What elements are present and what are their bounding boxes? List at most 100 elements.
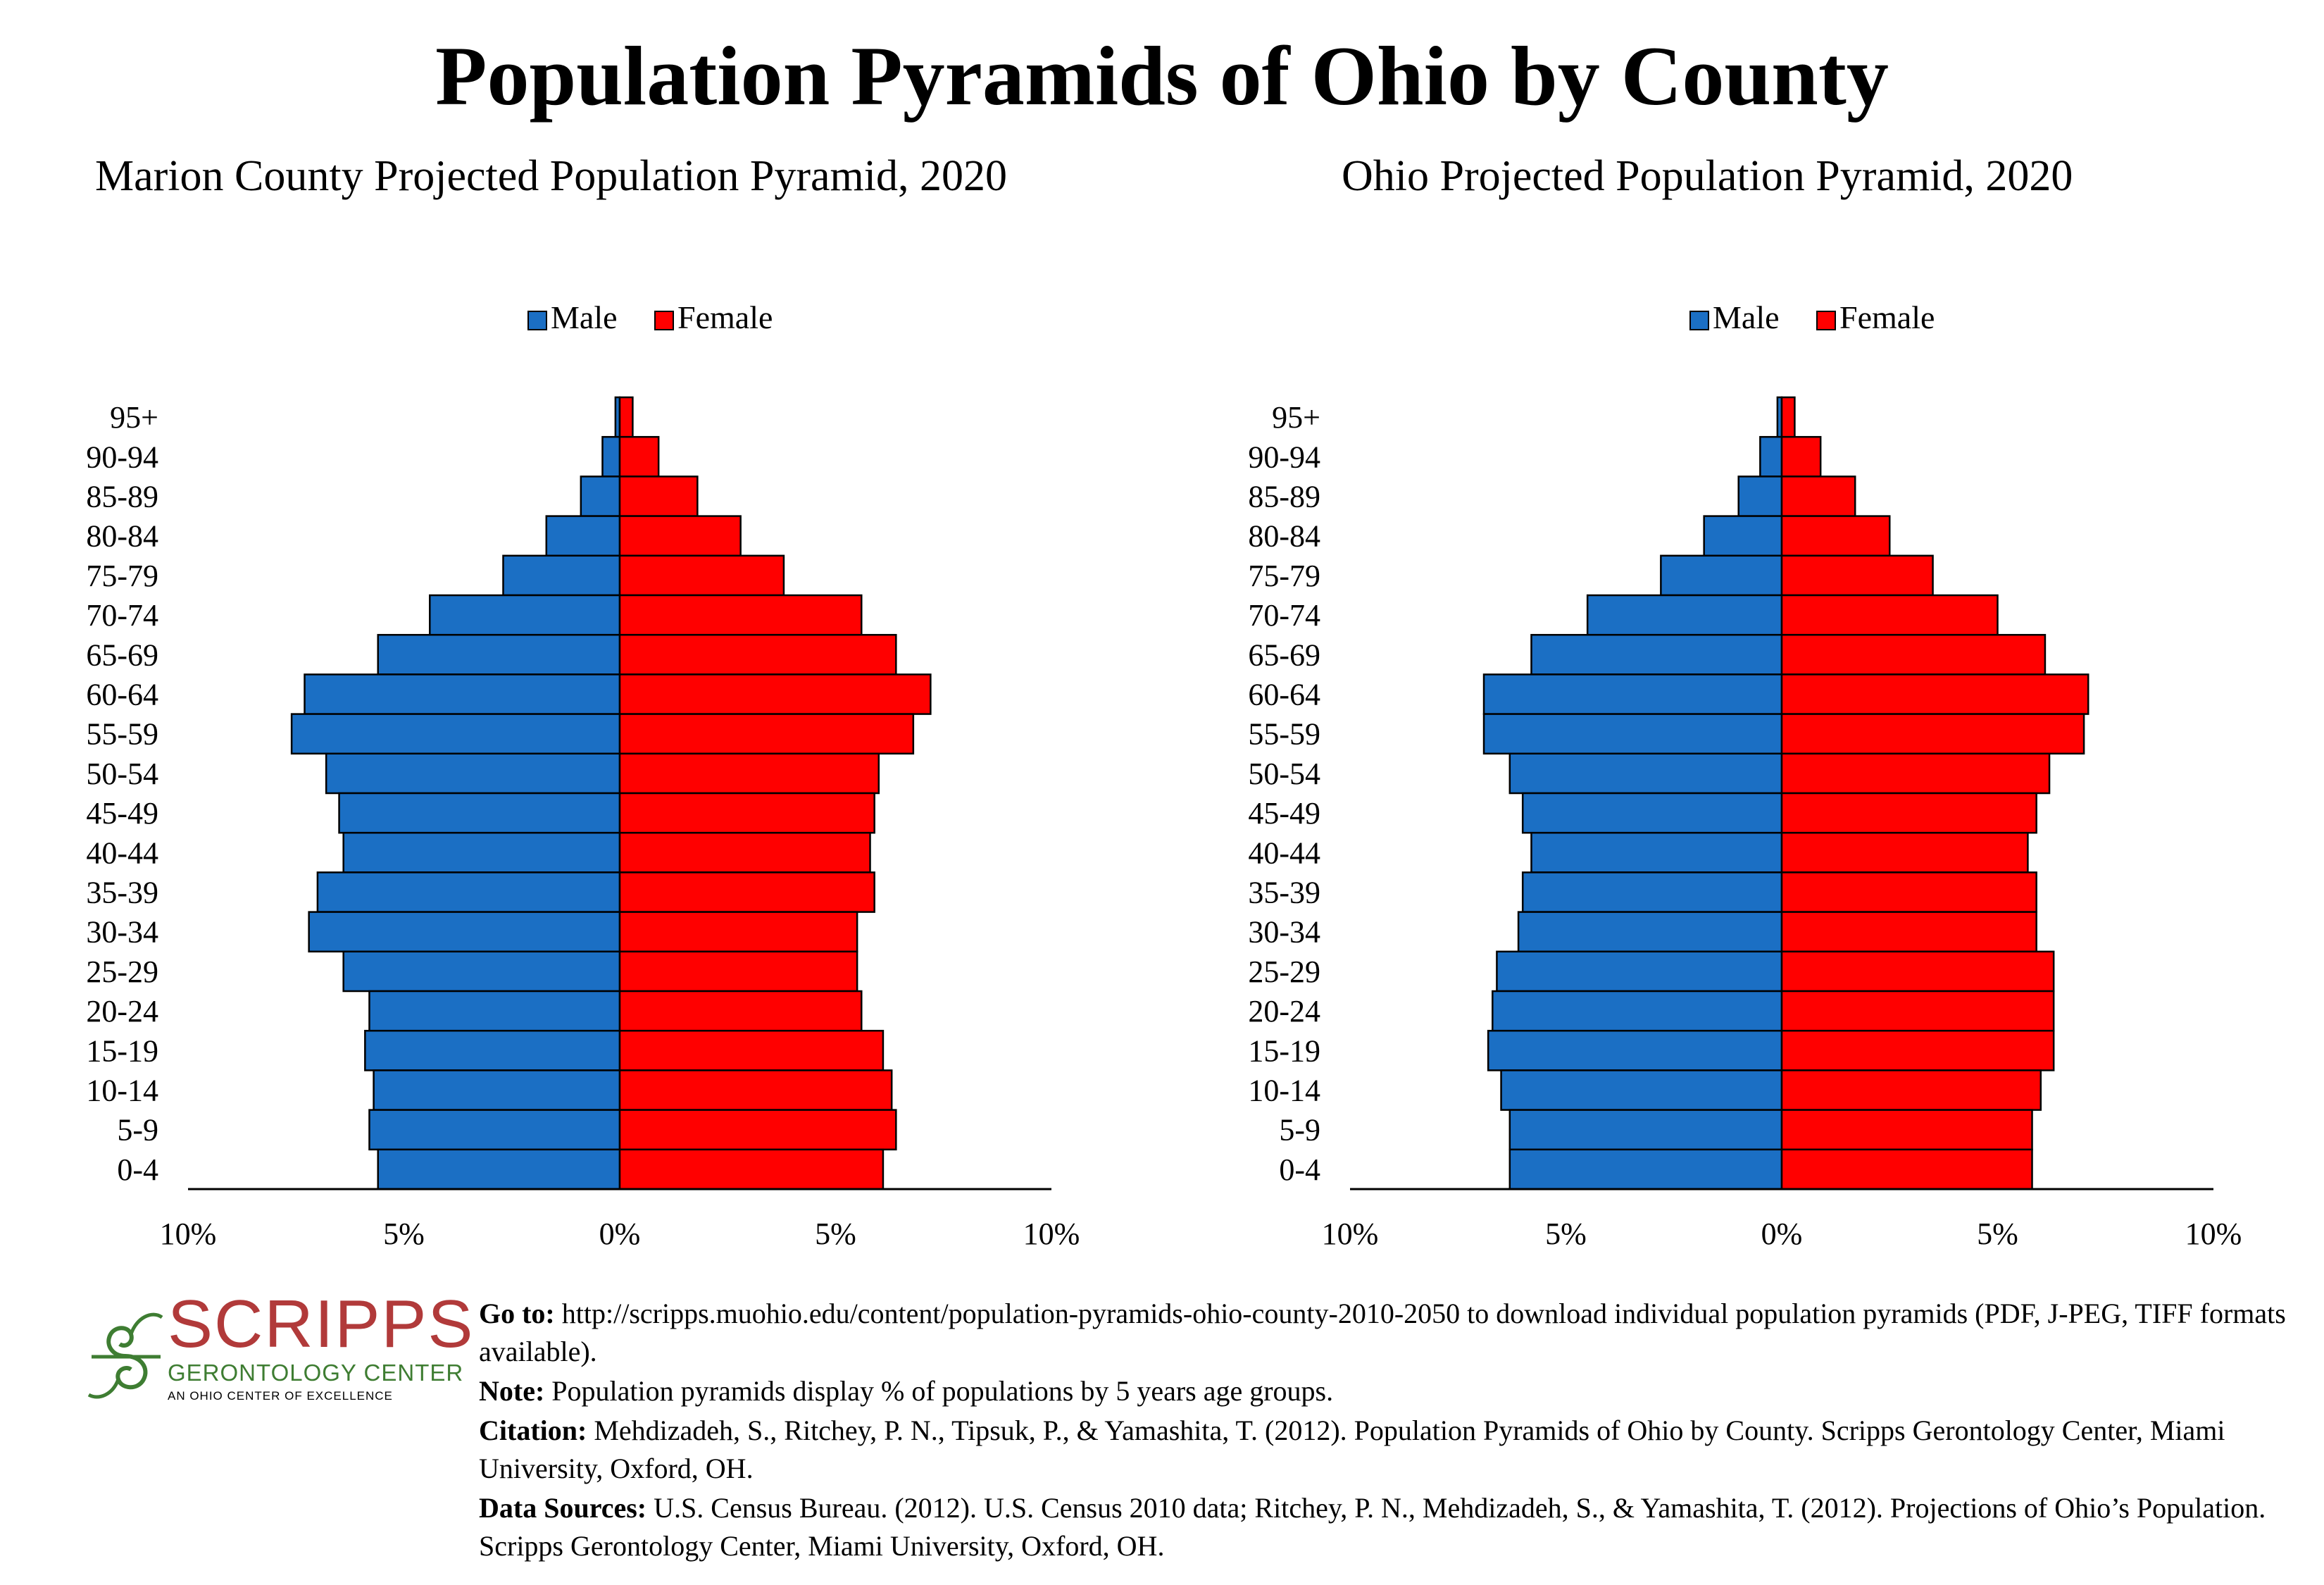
bar-female-75-79 [618,554,785,597]
age-label-20-24: 20-24 [86,994,158,1028]
note-citation: Citation: Mehdizadeh, S., Ritchey, P. N.… [479,1415,2225,1484]
page-title: Population Pyramids of Ohio by County [435,29,1889,123]
bar-male-90-94 [601,435,621,478]
bar-male-75-79 [1660,554,1783,597]
age-label-60-64: 60-64 [86,678,158,712]
bar-female-80-84 [618,515,742,557]
age-label-90-94: 90-94 [86,440,158,474]
age-label-85-89: 85-89 [1248,480,1320,514]
legend: Male Female [527,299,773,335]
bar-male-55-59 [290,713,621,755]
age-label-95+: 95+ [1272,400,1320,435]
bar-female-30-34 [618,911,858,953]
bar-male-30-34 [1517,911,1783,953]
legend-swatch-female [1816,311,1836,330]
bar-female-50-54 [618,752,880,795]
bar-female-65-69 [618,633,897,676]
bar-female-45-49 [618,792,875,834]
bar-male-65-69 [377,633,621,676]
age-label-0-4: 0-4 [117,1152,158,1187]
bar-female-40-44 [618,831,871,874]
bar-male-85-89 [580,476,621,517]
age-label-75-79: 75-79 [86,559,158,593]
x-tick-label: 5% [1977,1217,2018,1251]
bar-female-55-59 [618,713,915,755]
bar-male-25-29 [342,950,621,993]
age-label-0-4: 0-4 [1279,1152,1320,1187]
pyramid-chart-marion: Male Female 95+ 90-94 85-89 80-84 75-79 70-74 65… [86,299,1080,1251]
legend-label-female: Female [1839,299,1935,335]
bar-male-0-4 [1508,1148,1783,1191]
bar-female-85-89 [618,476,699,517]
note-sources: Data Sources: U.S. Census Bureau. (2012)… [479,1492,2266,1562]
bar-male-40-44 [1530,831,1783,874]
bar-male-45-49 [1521,792,1783,834]
bar-male-35-39 [316,871,621,913]
age-label-65-69: 65-69 [1248,638,1320,672]
bar-male-5-9 [1508,1109,1783,1151]
logo-subtitle: GERONTOLOGY CENTER [168,1360,464,1386]
age-label-55-59: 55-59 [86,717,158,752]
logo-tagline: AN OHIO CENTER OF EXCELLENCE [168,1389,393,1403]
bar-male-30-34 [308,911,621,953]
bar-female-20-24 [1780,990,2055,1032]
bar-male-70-74 [429,594,621,636]
age-label-35-39: 35-39 [1248,876,1320,910]
age-label-70-74: 70-74 [86,598,158,633]
legend-label-female: Female [677,299,773,335]
bar-male-80-84 [1703,515,1783,557]
bar-female-50-54 [1780,752,2051,795]
legend-label-male: Male [551,299,618,335]
legend-swatch-male [1689,311,1709,330]
bar-female-25-29 [618,950,858,993]
age-label-15-19: 15-19 [1248,1033,1320,1068]
bar-female-35-39 [618,871,875,913]
bar-male-85-89 [1737,476,1783,517]
bar-female-45-49 [1780,792,2037,834]
age-label-35-39: 35-39 [86,876,158,910]
bar-male-55-59 [1482,713,1783,755]
bar-male-60-64 [304,673,621,715]
bar-male-15-19 [364,1029,621,1071]
bar-male-80-84 [545,515,621,557]
bar-female-80-84 [1780,515,1891,557]
bar-female-15-19 [618,1029,885,1071]
bar-male-20-24 [1492,990,1783,1032]
x-tick-label: 5% [815,1217,856,1251]
age-label-65-69: 65-69 [86,638,158,672]
age-label-80-84: 80-84 [86,519,158,554]
age-label-5-9: 5-9 [1279,1113,1320,1148]
bar-female-5-9 [1780,1109,2033,1151]
note-goto: Go to: http://scripps.muohio.edu/content… [479,1298,2286,1367]
bar-female-10-14 [618,1069,893,1111]
age-label-90-94: 90-94 [1248,440,1320,474]
bar-male-90-94 [1759,435,1783,478]
scripps-logo: SCRIPPS GERONTOLOGY CENTER AN OHIO CENTE… [85,1289,473,1409]
legend-label-male: Male [1713,299,1780,335]
bar-male-10-14 [373,1069,621,1111]
x-tick-label: 5% [1545,1217,1587,1251]
bar-male-45-49 [338,792,621,834]
legend-swatch-male [527,311,547,330]
legend: Male Female [1689,299,1935,335]
bar-female-10-14 [1780,1069,2042,1111]
note-note: Note: Population pyramids display % of p… [479,1375,1334,1407]
age-label-15-19: 15-19 [86,1033,158,1068]
x-tick-label: 10% [1023,1217,1080,1251]
bar-female-20-24 [618,990,863,1032]
bar-female-25-29 [1780,950,2055,993]
age-label-50-54: 50-54 [1248,757,1320,791]
bar-female-30-34 [1780,911,2037,953]
bar-male-10-14 [1500,1069,1783,1111]
bar-female-70-74 [1780,594,1999,636]
bar-female-60-64 [618,673,932,715]
x-tick-label: 0% [599,1217,641,1251]
bar-female-90-94 [1780,435,1822,478]
bar-female-5-9 [618,1109,897,1151]
age-label-10-14: 10-14 [86,1074,158,1108]
x-tick-label: 5% [383,1217,425,1251]
age-label-45-49: 45-49 [86,796,158,831]
bar-female-95+ [1780,396,1796,438]
age-label-80-84: 80-84 [1248,519,1320,554]
age-label-85-89: 85-89 [86,480,158,514]
